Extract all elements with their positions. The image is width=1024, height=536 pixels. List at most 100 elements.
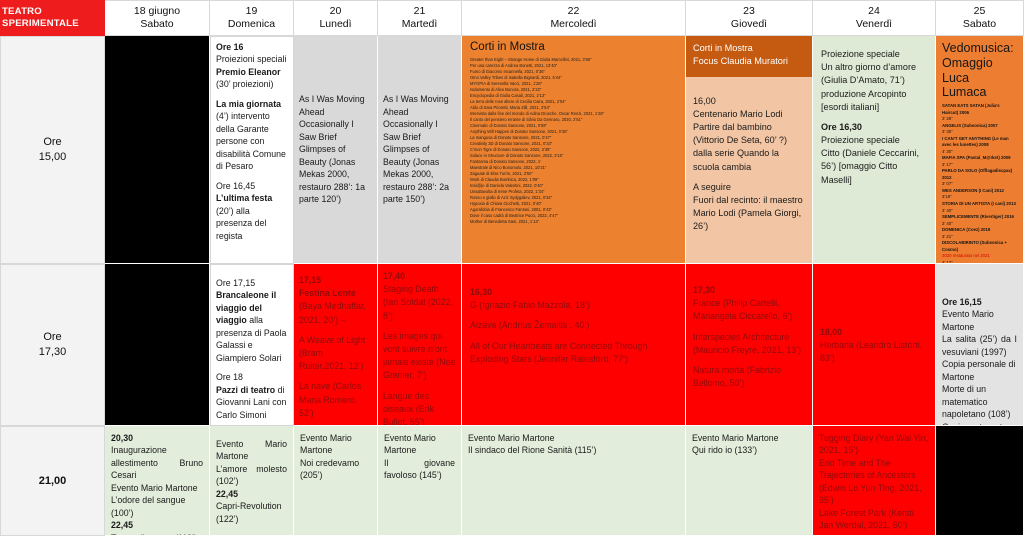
list-item: SATAN EATS SATAN (Julia’s Haircut) 2006 <box>942 103 1000 115</box>
cell-r2-venerdi: 18,00 Herbaria (Leandro Listorti, 83’) <box>813 264 936 426</box>
section-subtitle: Focus Claudia Muratori <box>693 55 788 66</box>
day-header-22: 22 Mercoledì <box>462 0 686 36</box>
cell-r1-sabato18 <box>105 36 210 264</box>
event-title: La salita (25’) da I vesuviani (1997) <box>942 334 1017 357</box>
day-name: Martedì <box>401 18 438 30</box>
list-item: ANGELIS (Subsonica) 2007 <box>942 122 998 128</box>
event-title: France (Philip Cartelli, Mariangela Cicc… <box>693 298 793 322</box>
short-film-list: Greater than Eight – Strange Home di Giu… <box>470 57 677 225</box>
day-number: 19 <box>245 4 258 17</box>
list-item-duration: 4’ 17” <box>942 259 953 264</box>
day-name: Sabato <box>140 18 174 30</box>
event-title: Interspecies Architecture (Mauricio Frey… <box>693 331 802 355</box>
venue-header: TEATRO SPERIMENTALE <box>0 0 105 36</box>
list-item: Aldo di Sara Prioretti, Maria Zilli, 202… <box>470 104 551 110</box>
list-item: La terra delle rose altere di Cecilia Ca… <box>470 98 566 104</box>
event-title: Aizava (Andrius Žemaitis , 40’) <box>470 320 590 331</box>
event-title: La mia giornata <box>216 98 282 109</box>
event-title: As I Was Moving Ahead Occasionally I Saw… <box>299 94 366 205</box>
list-item: DISCOLABIRINTO (Subsonica + Cosmo) <box>942 240 1007 252</box>
event-title: Les images qui vont suivre n’ont jamais … <box>383 330 456 381</box>
list-item-duration: 3’19” <box>942 194 952 200</box>
cell-r3-domenica: Evento Mario Martone L’amore molesto (10… <box>210 426 294 536</box>
cell-r1-sabato25: Vedomusica: Omaggio Luca Lumaca SATAN EA… <box>936 36 1024 264</box>
event-text: Evento Mario Martone <box>300 433 352 456</box>
list-item-duration: 3’ 40” <box>942 220 953 226</box>
list-item: Fumo di Giacomo Incannella, 2021, 0’36” <box>470 68 545 74</box>
list-item: Fantasma di Donato Sansone, 2022, 1’ <box>470 159 542 165</box>
event-title: Centenario Mario Lodi <box>693 108 783 119</box>
event-time: Ore 16,30 <box>821 121 862 132</box>
day-header-23: 23 Giovedì <box>686 0 813 36</box>
list-item: Solace in Structure di Donato Sansone, 2… <box>470 153 564 159</box>
cell-r3-giovedi: Evento Mario Martone Qui rido io (133’) <box>686 426 813 536</box>
event-text: Proiezione speciale <box>821 49 900 59</box>
list-item-duration: 2020 restaurato nel 2021 <box>942 253 990 259</box>
list-item: Dove il caso cadrà di Beatrice Pucci, 20… <box>470 213 559 219</box>
list-item-duration: 3’ 40” <box>942 207 953 213</box>
list-item: Zaguate di Elsa Turrin, 2021, 3’50” <box>470 171 533 177</box>
cell-r3-sabato18: 20,30 Inaugurazione allestimento Bruno C… <box>105 426 210 536</box>
event-time: 18,00 <box>820 327 843 337</box>
vedomusica-list: SATAN EATS SATAN (Julia’s Haircut) 2006 … <box>942 103 1017 264</box>
event-time: Ore 16,45 <box>216 180 256 191</box>
time-label-15: Ore 15,00 <box>0 36 105 264</box>
cell-r2-martedi: 17,40 Staging Death (Ian Soldat (2022, 8… <box>378 264 462 426</box>
list-item: Cinematic di Donato Sansone, 2021, 0’59” <box>470 122 547 128</box>
list-item: Maestrale di Nico Bonomolo, 2021, 10’21” <box>470 165 547 171</box>
event-time: 16,30 <box>470 287 493 297</box>
list-item-duration: 3’ 21” <box>942 233 953 239</box>
event-title: Noi credevamo (205’) <box>300 457 360 481</box>
event-text: A seguire <box>693 181 731 192</box>
list-item: C’mon Tigre di Donato Sansone, 2022, 3’3… <box>470 147 551 153</box>
section-title: Corti in Mostra <box>470 41 545 53</box>
section-title: Vedomusica: Omaggio Luca Lumaca <box>942 41 1014 100</box>
list-item: Creativity 3D di Donato Sansone, 2021, 0… <box>470 141 553 147</box>
list-item-duration: 4’ 30” <box>942 148 953 154</box>
event-time: 20,30 <box>111 433 134 443</box>
event-text: Evento Mario Martone <box>384 433 436 456</box>
list-item: Work di Claudia Bombica, 2022, 1’09” <box>470 177 539 183</box>
event-title: Staging Death (Ian Soldat (2022, 8’) <box>383 284 453 321</box>
time-label-value: 21,00 <box>38 474 67 487</box>
cell-r2-lunedi: 17,15 Festina Lente (Baya Medhaffar, 202… <box>294 264 378 426</box>
event-text: Proiezioni speciali <box>216 54 287 65</box>
event-time: 22,45 <box>216 488 239 499</box>
day-name: Sabato <box>962 18 997 30</box>
list-item-duration: 3’ 17” <box>942 161 953 167</box>
focus-body: 16,00 Centenario Mario Lodi Partire dal … <box>686 77 812 238</box>
list-item: Mother di Benedetta Sani, 2021, 1’13” <box>470 219 539 225</box>
cell-r3-sabato25 <box>936 426 1024 536</box>
event-text: di Giovanni Lani con Carlo Simoni <box>216 384 287 420</box>
cell-r3-venerdi: Tugging Diary (Yan Wai Yin, 2021, 15’) E… <box>813 426 936 536</box>
event-text: Evento Mario Martone <box>942 309 994 332</box>
event-title: L’amore molesto (102’) <box>216 463 287 487</box>
event-text: Partire dal bambino (Vittorio De Seta, 6… <box>693 122 788 172</box>
event-text: (Baya Medhaffar, 2021, 20’) – <box>299 301 366 325</box>
day-header-21: 21 Martedì <box>378 0 462 36</box>
time-label-ore: Ore <box>43 136 62 149</box>
event-title: Citto (Daniele Ceccarini, 56’) [omaggio … <box>821 148 920 185</box>
cell-r2-domenica: Ore 17,15 Brancaleone il viaggio del via… <box>210 264 294 426</box>
list-item: I CAN’T GET ANYTHING (Le man avec les lu… <box>942 135 1009 148</box>
event-title: A Weave of Light (Bram Ruiter,2021, 12’) <box>299 334 366 372</box>
day-name: Venerdì <box>855 18 893 30</box>
event-text: alla presenza di Paola Galassi e Giampie… <box>216 315 287 363</box>
list-item: PARLO DA SOLO (Offlagadiscpax) 2012 <box>942 168 1013 180</box>
event-text: Proiezione speciale <box>821 135 900 146</box>
event-title: As I Was Moving Ahead Occasionally I Saw… <box>383 94 450 205</box>
list-item: Intervista dalla fine del mondo di Adina… <box>470 110 605 116</box>
day-name: Domenica <box>227 18 276 30</box>
cell-r2-giovedi: 17,30 France (Philip Cartelli, Mariangel… <box>686 264 813 426</box>
day-number: 22 <box>567 4 580 17</box>
day-name: Mercoledì <box>550 18 597 30</box>
event-time: Ore 17,15 <box>216 278 256 288</box>
event-title: Premio Eleanor <box>216 66 281 77</box>
event-title: End Time and The Trajectories of Ancesto… <box>819 457 922 506</box>
list-item: SEMPLICEMENTE (Rivertiger) 2016 <box>942 214 1014 220</box>
cell-r1-mercoledi: Corti in Mostra Greater than Eight – Str… <box>462 36 686 264</box>
event-title: L’ultima festa <box>216 193 273 204</box>
day-header-18: 18 giugno Sabato <box>105 0 210 36</box>
event-title: Qui rido io (133’) <box>692 445 758 456</box>
